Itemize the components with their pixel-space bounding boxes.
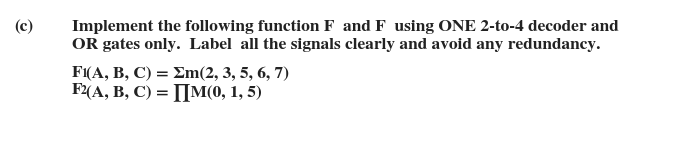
Text: (A, B, C) = ∏M(0, 1, 5): (A, B, C) = ∏M(0, 1, 5)	[86, 83, 262, 101]
Text: 2: 2	[81, 85, 87, 97]
Text: Implement the following function F₁ and F₂ using ONE 2-to-4 decoder and: Implement the following function F₁ and …	[72, 20, 619, 34]
Text: F: F	[72, 83, 83, 97]
Text: 1: 1	[81, 68, 87, 80]
Text: (c): (c)	[14, 20, 33, 35]
Text: F: F	[72, 66, 83, 80]
Text: OR gates only.  Label  all the signals clearly and avoid any redundancy.: OR gates only. Label all the signals cle…	[72, 38, 600, 52]
Text: (A, B, C) = Σm(2, 3, 5, 6, 7): (A, B, C) = Σm(2, 3, 5, 6, 7)	[86, 66, 289, 81]
